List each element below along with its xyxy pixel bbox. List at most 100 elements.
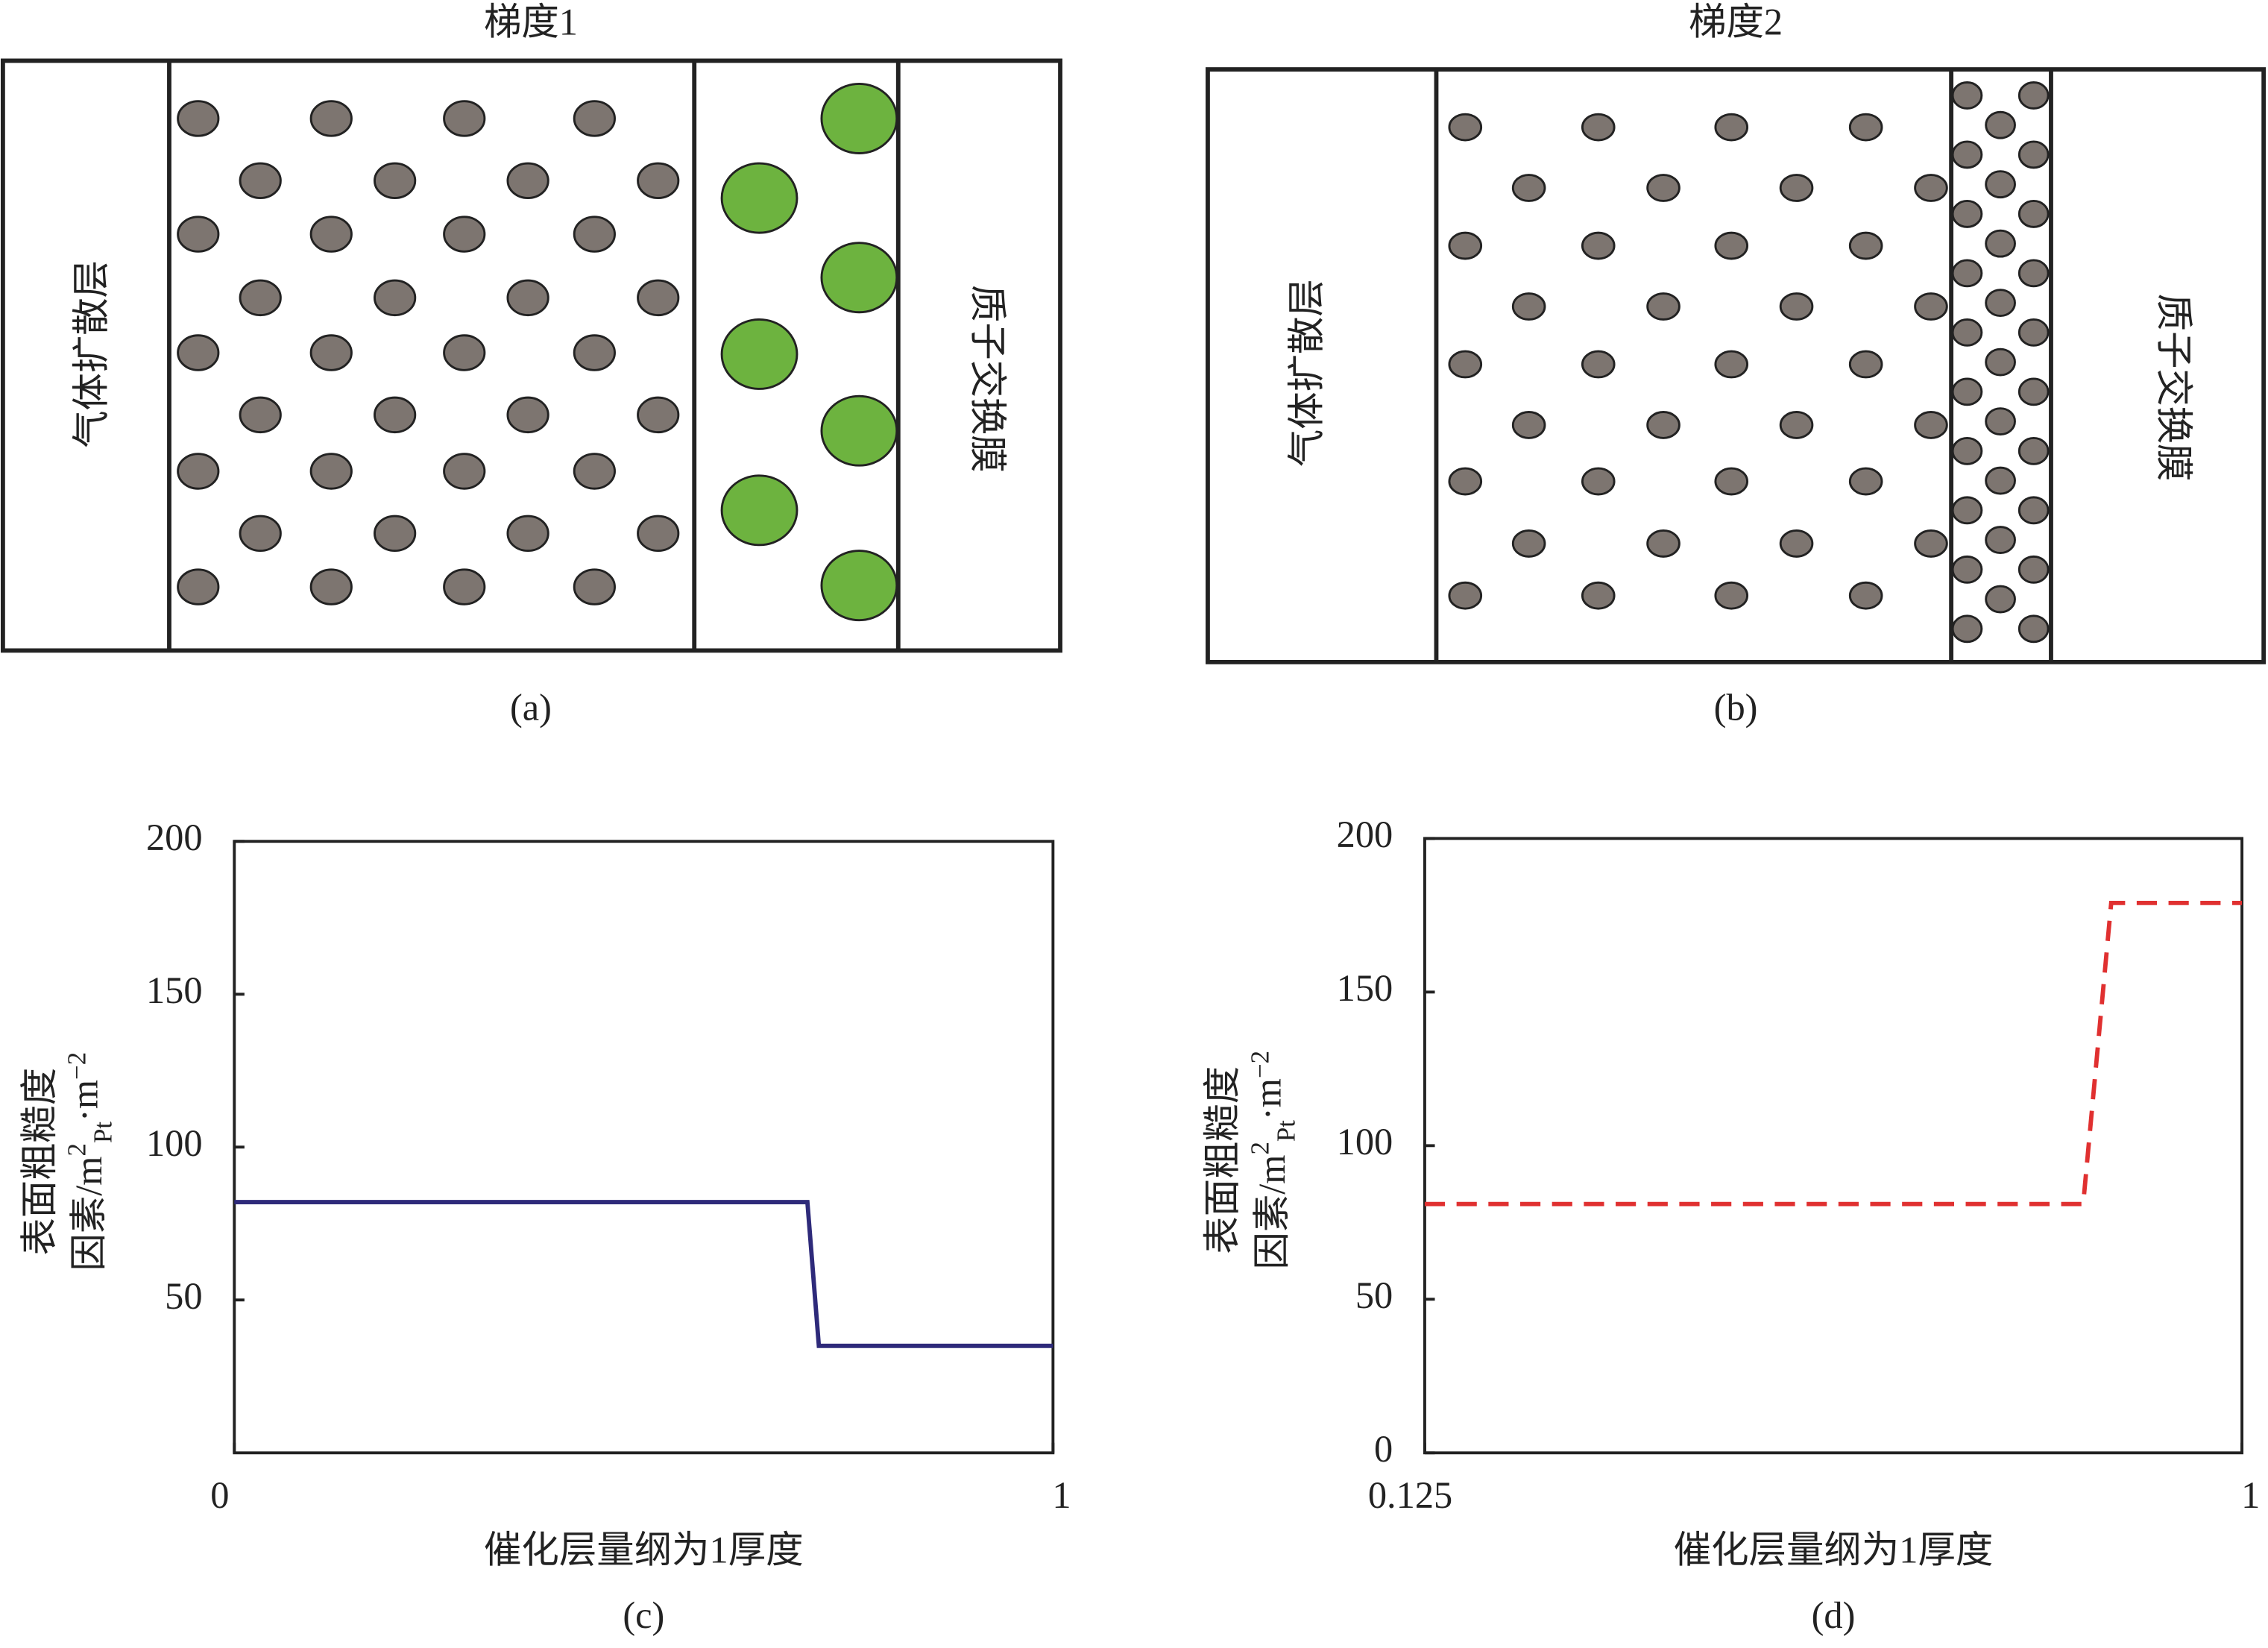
particle bbox=[1448, 350, 1483, 379]
particle bbox=[309, 453, 353, 490]
particle bbox=[177, 100, 220, 137]
y-axis-label: 因素/m2Pt·m−2 bbox=[63, 1052, 118, 1271]
particle bbox=[1779, 529, 1814, 558]
caption: (a) bbox=[510, 686, 552, 728]
particle bbox=[1951, 318, 1983, 347]
diagram-b: 梯度2 气体扩散层 质子交换膜 (b) bbox=[1206, 1, 2267, 728]
particle bbox=[1714, 113, 1749, 142]
y-axis-label-part: −2 bbox=[63, 1052, 92, 1080]
particle bbox=[177, 216, 220, 253]
particle bbox=[1951, 614, 1983, 644]
particle bbox=[309, 216, 353, 253]
particle bbox=[573, 453, 616, 490]
particle bbox=[1848, 467, 1883, 496]
particle bbox=[177, 334, 220, 371]
y-axis-label-part: ·m bbox=[63, 1080, 105, 1122]
particle bbox=[1848, 113, 1883, 142]
particle bbox=[2017, 81, 2050, 110]
x-axis-label: 催化层量纲为1厚度 bbox=[1674, 1529, 1994, 1571]
frame bbox=[1206, 67, 2267, 664]
particle bbox=[506, 396, 549, 434]
particle bbox=[2017, 436, 2050, 465]
particle bbox=[443, 453, 486, 490]
particle bbox=[1511, 529, 1546, 558]
y-tick-label: 200 bbox=[1337, 814, 1393, 855]
particle bbox=[1511, 174, 1546, 202]
particle bbox=[1985, 407, 2016, 436]
particle bbox=[1779, 174, 1814, 202]
particle bbox=[1646, 174, 1680, 202]
particle bbox=[506, 515, 549, 553]
particle bbox=[1951, 496, 1983, 525]
particle bbox=[2017, 200, 2050, 228]
y-tick-label: 0 bbox=[1374, 1428, 1393, 1470]
particle bbox=[637, 515, 680, 553]
particle bbox=[1985, 526, 2016, 554]
particle bbox=[1581, 231, 1616, 260]
particle bbox=[820, 242, 898, 314]
y-axis-label: 表面粗糙度 bbox=[19, 1068, 60, 1256]
particle bbox=[820, 82, 898, 154]
particle bbox=[573, 216, 616, 253]
particle bbox=[1951, 81, 1983, 110]
particle bbox=[443, 568, 486, 606]
y-axis-label-part: 因素/m bbox=[68, 1156, 110, 1271]
particle bbox=[1646, 529, 1680, 558]
particle bbox=[573, 100, 616, 137]
particle bbox=[374, 162, 417, 200]
particle bbox=[573, 334, 616, 371]
particle bbox=[573, 568, 616, 606]
y-axis-label: 因素/m2Pt·m−2 bbox=[1246, 1051, 1301, 1270]
particle bbox=[1985, 466, 2016, 495]
particle bbox=[720, 318, 798, 390]
particle bbox=[1951, 259, 1983, 288]
particle bbox=[443, 100, 486, 137]
particle bbox=[239, 515, 282, 553]
particle bbox=[2017, 496, 2050, 525]
y-axis-label-part: Pt bbox=[89, 1122, 118, 1143]
caption: (d) bbox=[1812, 1594, 1856, 1636]
particle bbox=[239, 162, 282, 200]
particle bbox=[177, 568, 220, 606]
particle bbox=[820, 394, 898, 467]
particle bbox=[1914, 174, 1948, 202]
x-tick-label: 0 bbox=[210, 1474, 229, 1516]
particle bbox=[309, 100, 353, 137]
particle bbox=[1448, 467, 1483, 496]
particle bbox=[1951, 555, 1983, 584]
particle bbox=[2017, 318, 2050, 347]
x-tick-label: 1 bbox=[1052, 1474, 1071, 1516]
particle bbox=[1581, 113, 1616, 142]
particles bbox=[177, 82, 898, 622]
particle bbox=[1951, 377, 1983, 406]
x-axis-label: 催化层量纲为1厚度 bbox=[484, 1529, 804, 1571]
diagram-a: 梯度1 气体扩散层 质子交换膜 (a) bbox=[0, 1, 1062, 728]
particle bbox=[1511, 292, 1546, 321]
particle bbox=[720, 474, 798, 547]
y-axis-label-part: Pt bbox=[1272, 1120, 1301, 1142]
particle bbox=[720, 162, 798, 234]
diagram-title: 梯度2 bbox=[1689, 1, 1783, 43]
particle bbox=[637, 396, 680, 434]
particle bbox=[1951, 200, 1983, 228]
particle bbox=[309, 334, 353, 371]
particle bbox=[1848, 350, 1883, 379]
y-tick-label: 150 bbox=[1337, 967, 1393, 1009]
particle bbox=[1985, 585, 2016, 614]
left-label: 气体扩散层 bbox=[1285, 279, 1327, 467]
particle bbox=[506, 279, 549, 317]
y-tick-label: 100 bbox=[1337, 1121, 1393, 1163]
plot-frame bbox=[233, 840, 1055, 1455]
y-axis-label-part: ·m bbox=[1247, 1078, 1288, 1120]
particle bbox=[1848, 581, 1883, 610]
particle bbox=[1581, 581, 1616, 610]
particle bbox=[1714, 581, 1749, 610]
y-tick-label: 100 bbox=[146, 1122, 203, 1164]
left-label: 气体扩散层 bbox=[71, 260, 113, 448]
y-axis-label-part: 2 bbox=[1246, 1142, 1275, 1154]
x-tick-label: 1 bbox=[2241, 1474, 2260, 1516]
y-tick-label: 200 bbox=[146, 817, 203, 858]
particle bbox=[1779, 411, 1814, 439]
